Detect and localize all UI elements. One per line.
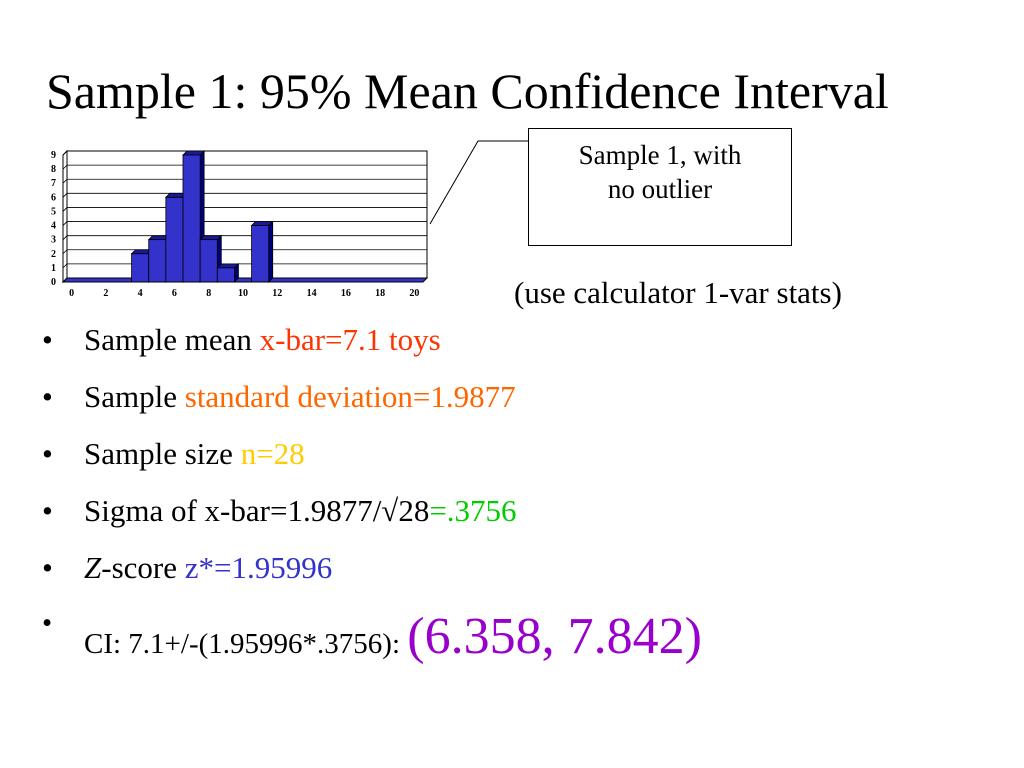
z-score-italic: Z (84, 550, 102, 585)
bullet-list: • Sample mean x-bar=7.1 toys • Sample st… (42, 322, 702, 677)
bullet-z-score: • Z-score z*=1.95996 (42, 550, 702, 607)
callout-line-2: no outlier (607, 173, 713, 204)
gridline (62, 249, 427, 255)
sigma-xbar-label: Sigma of x-bar=1.9877/√28 (84, 493, 430, 528)
x-tick-label: 8 (206, 288, 211, 299)
x-tick-label: 2 (103, 288, 108, 299)
callout-box: Sample 1, with no outlier (528, 128, 792, 246)
bullet-standard-deviation: • Sample standard deviation=1.9877 (42, 379, 702, 436)
bullet-sample-size: • Sample size n=28 (42, 436, 702, 493)
histogram-bar-side (268, 220, 274, 283)
gridline (62, 178, 427, 184)
calculator-note: (use calculator 1-var stats) (514, 275, 842, 310)
bullet-glyph: • (42, 493, 53, 528)
y-tick-label: 7 (51, 178, 56, 189)
y-tick-label: 5 (51, 206, 56, 217)
y-tick-label: 9 (51, 150, 56, 161)
bullet-glyph: • (42, 607, 53, 639)
x-tick-label: 4 (138, 288, 143, 299)
sample-size-label: Sample size (84, 436, 241, 471)
x-tick-label: 16 (341, 288, 351, 299)
x-tick-label: 10 (238, 288, 248, 299)
sigma-xbar-value: =.3756 (429, 493, 517, 528)
y-tick-label: 6 (51, 192, 56, 203)
gridline (62, 164, 427, 170)
histogram-bar (148, 239, 167, 283)
y-tick-label: 1 (51, 263, 56, 274)
x-tick-label: 18 (375, 288, 385, 299)
confidence-interval-label: CI: 7.1+/-(1.95996*.3756): (84, 628, 408, 660)
gridline (62, 192, 427, 198)
histogram-bar (131, 253, 150, 283)
standard-deviation-label: Sample (84, 379, 185, 414)
sample-mean-label: Sample mean (84, 322, 260, 357)
z-score-value: z*=1.95996 (184, 550, 333, 585)
gridline (62, 207, 427, 212)
bullet-glyph: • (42, 436, 53, 471)
histogram-bar-top (250, 221, 274, 226)
bullet-sample-mean: • Sample mean x-bar=7.1 toys (42, 322, 702, 379)
histogram-bar-top (199, 235, 223, 241)
confidence-interval-value: (6.358, 7.842) (407, 608, 702, 665)
bullet-glyph: • (42, 322, 53, 357)
histogram-bar (199, 239, 218, 283)
sample-size-value: n=28 (240, 436, 305, 471)
bullet-confidence-interval: • CI: 7.1+/-(1.95996*.3756): (6.358, 7.8… (42, 607, 702, 677)
histogram-bar (182, 154, 201, 283)
histogram-bar-top (216, 263, 240, 269)
gridline (62, 235, 427, 240)
callout-line-1: Sample 1, with (578, 140, 742, 170)
histogram-bar (216, 267, 235, 283)
bullet-sigma-xbar: • Sigma of x-bar=1.9877/√28=.3756 (42, 493, 702, 550)
plot-floor (61, 277, 429, 283)
x-tick-label: 14 (307, 288, 317, 299)
bullet-glyph: • (42, 379, 53, 414)
y-tick-label: 0 (51, 277, 56, 288)
x-tick-label: 20 (409, 288, 419, 299)
x-tick-label: 6 (172, 288, 177, 299)
gridline (62, 263, 427, 269)
x-tick-label: 12 (272, 288, 282, 299)
y-tick-label: 4 (51, 221, 56, 232)
histogram-bar (165, 196, 184, 283)
plot-side-wall (62, 149, 68, 284)
sample-mean-value: x-bar=7.1 toys (259, 322, 441, 357)
standard-deviation-value: standard deviation=1.9877 (184, 379, 516, 414)
bullet-glyph: • (42, 550, 53, 585)
y-tick-label: 8 (51, 164, 56, 175)
histogram-bar (251, 225, 270, 283)
y-tick-label: 3 (51, 235, 56, 246)
slide-title: Sample 1: 95% Mean Confidence Interval (46, 63, 889, 119)
gridline (62, 221, 427, 226)
gridline (62, 150, 427, 156)
x-tick-label: 0 (69, 288, 74, 299)
y-tick-label: 2 (51, 249, 56, 260)
histogram-bar-top (182, 150, 206, 156)
z-score-label: -score (101, 550, 185, 585)
plot-back-wall (66, 150, 428, 279)
